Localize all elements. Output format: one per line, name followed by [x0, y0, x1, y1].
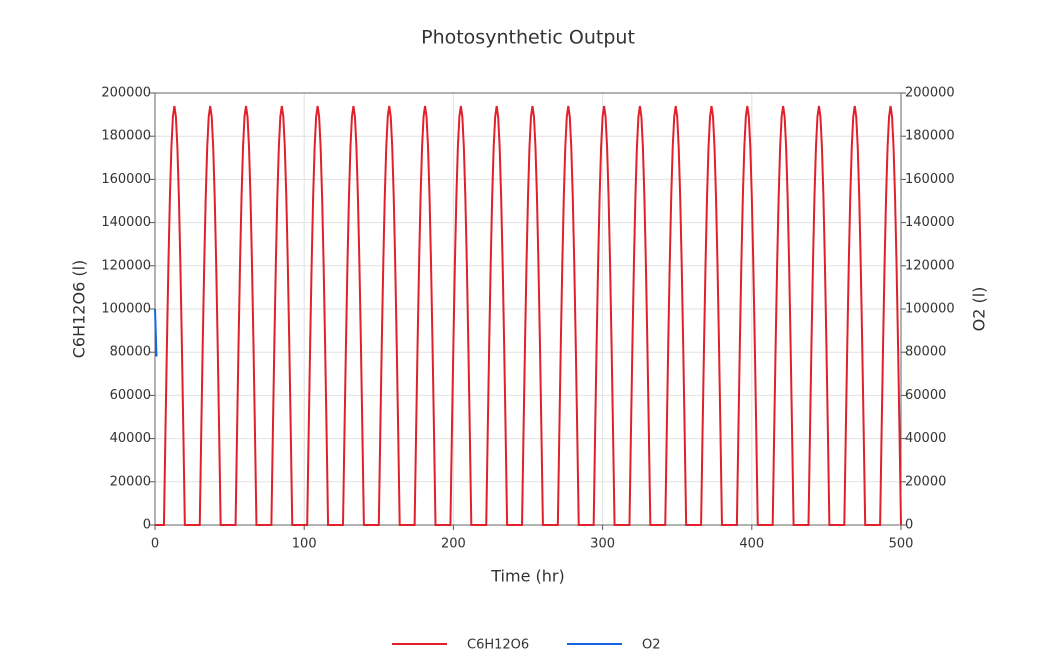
- chart-title: Photosynthetic Output: [421, 27, 635, 49]
- y-tick-label: 160000: [101, 172, 151, 187]
- y-tick-label: 80000: [110, 345, 151, 360]
- y-axis-title: C6H12O6 (l): [70, 260, 89, 359]
- y-tick-label: 40000: [110, 431, 151, 446]
- y-tick-label: 140000: [101, 215, 151, 230]
- y2-tick-label: 120000: [905, 258, 955, 273]
- y2-tick-label: 60000: [905, 388, 946, 403]
- x-tick-label: 400: [739, 537, 764, 552]
- y2-tick-label: 80000: [905, 345, 946, 360]
- y-tick-label: 20000: [110, 474, 151, 489]
- y2-tick-label: 140000: [905, 215, 955, 230]
- y-tick-label: 180000: [101, 129, 151, 144]
- series-line: [155, 105, 902, 526]
- legend-label: C6H12O6: [467, 638, 529, 653]
- y-tick-label: 200000: [101, 86, 151, 101]
- y2-axis-title: O2 (l): [970, 287, 989, 332]
- x-tick-label: 200: [441, 537, 466, 552]
- y-tick-label: 120000: [101, 258, 151, 273]
- x-axis-title: Time (hr): [490, 567, 564, 586]
- y2-tick-label: 0: [905, 518, 913, 533]
- y2-tick-label: 40000: [905, 431, 946, 446]
- y-tick-label: 60000: [110, 388, 151, 403]
- y2-tick-label: 100000: [905, 302, 955, 317]
- y2-tick-label: 20000: [905, 474, 946, 489]
- x-tick-label: 300: [590, 537, 615, 552]
- y-tick-label: 0: [143, 518, 151, 533]
- y-tick-label: 100000: [101, 302, 151, 317]
- y2-tick-label: 200000: [905, 86, 955, 101]
- legend-label: O2: [642, 638, 661, 653]
- x-tick-label: 0: [151, 537, 159, 552]
- x-tick-label: 100: [292, 537, 317, 552]
- series-line: [154, 308, 158, 357]
- y2-tick-label: 180000: [905, 129, 955, 144]
- x-tick-label: 500: [889, 537, 914, 552]
- y2-tick-label: 160000: [905, 172, 955, 187]
